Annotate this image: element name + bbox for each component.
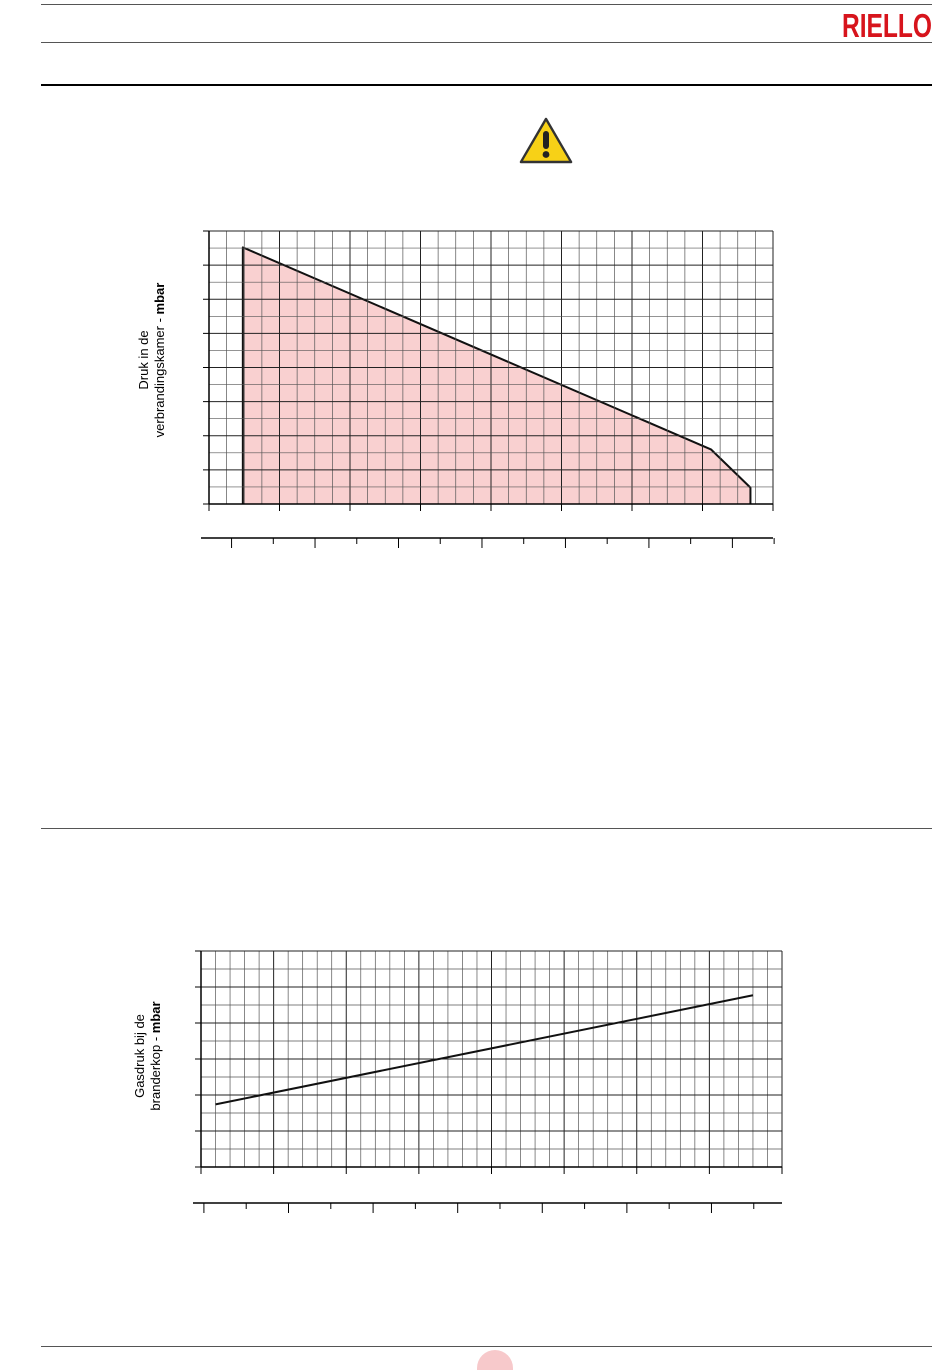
chart1-combustion-pressure — [201, 230, 775, 548]
brand-logo-text: RIELLO — [842, 8, 932, 40]
riello-logo: RIELLO — [842, 8, 932, 40]
chart1-grid — [208, 230, 774, 505]
series-line — [215, 994, 754, 1106]
section-rule-1 — [41, 84, 932, 86]
chart1-ticks — [203, 230, 775, 548]
chart2-line — [215, 994, 754, 1106]
operating-area — [242, 247, 751, 504]
chart2-data — [215, 994, 754, 1106]
chart1-data — [241, 246, 752, 504]
footer-rule — [41, 1346, 932, 1347]
chart2-gas-head-pressure — [193, 950, 783, 1213]
chart2-grid — [200, 950, 783, 1168]
chart2-ticks — [195, 950, 783, 1213]
page-number-tab — [477, 1350, 513, 1370]
header-bottom-rule — [41, 42, 932, 43]
header-top-rule — [41, 4, 932, 5]
section-rule-2 — [41, 828, 932, 829]
warning-triangle-icon — [519, 117, 573, 164]
